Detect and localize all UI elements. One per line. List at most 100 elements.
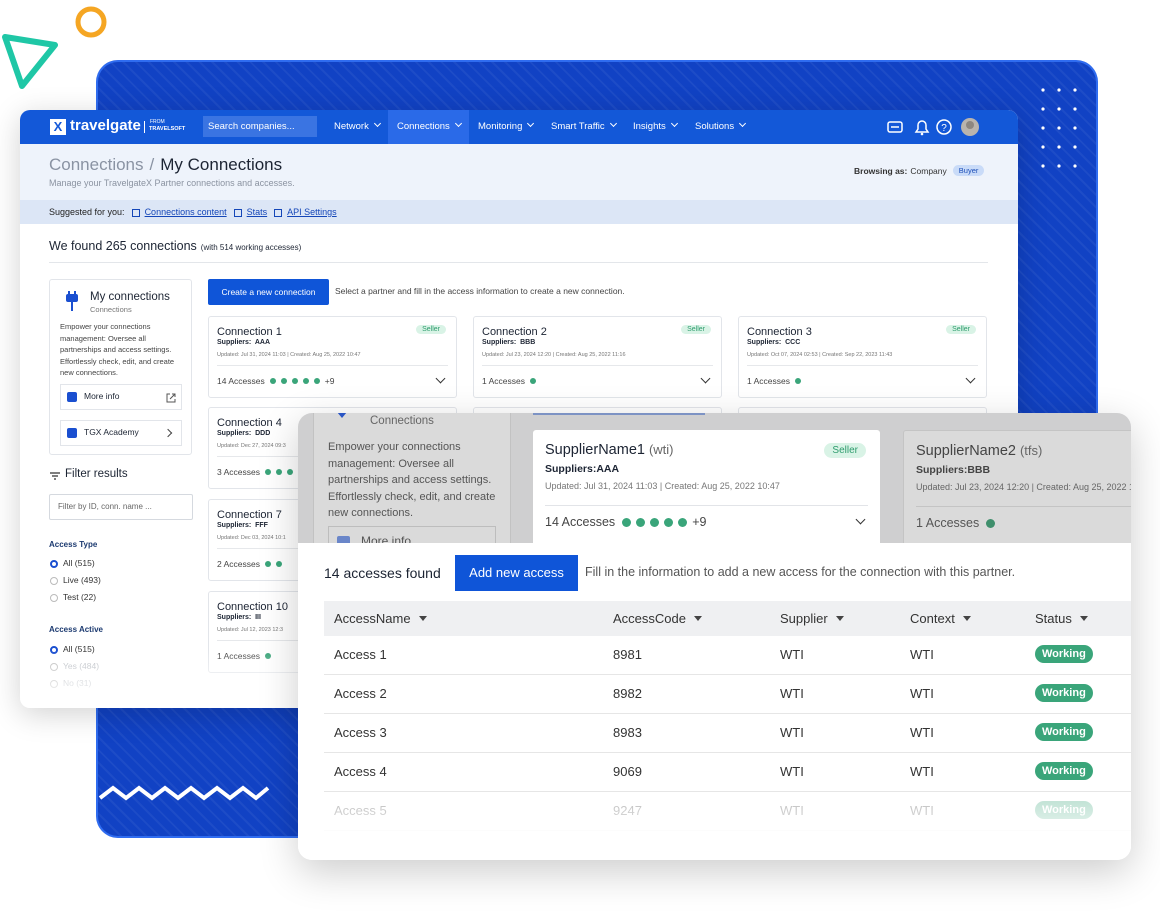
access-dot (650, 517, 660, 527)
connection-dates: Updated: Jul 23, 2024 12:20 | Created: A… (482, 352, 626, 358)
access-table: AccessName AccessCode Supplier Context Statu… (324, 601, 1131, 860)
suggested-link[interactable]: API Settings (287, 207, 337, 217)
access-dot (530, 378, 536, 384)
icon-part (887, 121, 903, 133)
accesses-count: 14 Accesses (545, 515, 616, 529)
column-header[interactable]: AccessCode (613, 601, 702, 636)
icon-part: ? (941, 123, 947, 134)
chevron[interactable] (965, 373, 976, 384)
connection-dates: Updated: Oct 07, 2024 02:53 | Created: S… (747, 352, 893, 358)
supplier-dates: Updated: Jul 31, 2024 11:03 | Created: A… (545, 481, 780, 491)
supplier-card[interactable]: SupplierName2 (tfs) Suppliers:BBB Updated: … (903, 430, 1131, 543)
icon-part (1041, 88, 1045, 92)
connection-suppliers: Suppliers: DDD (217, 430, 271, 437)
link-icon (67, 392, 77, 402)
column-header[interactable]: Status (1035, 601, 1088, 636)
breadcrumb-parent[interactable]: Connections (49, 155, 144, 174)
page-header: Connections / My Connections Manage your Tr… (20, 144, 1018, 200)
access-dot (280, 378, 287, 384)
table-header (324, 601, 1131, 636)
radio-label[interactable]: Live (493) (63, 575, 101, 585)
connection-dates: Updated: Dec 27, 2024 09:3 (217, 443, 286, 449)
icon-part (1073, 88, 1077, 92)
table-cell: WTI (910, 764, 934, 779)
column-header[interactable]: AccessName (334, 601, 427, 636)
nav-item[interactable]: Monitoring (478, 110, 533, 144)
icon-part (337, 413, 347, 418)
table-cell: WTI (910, 647, 934, 662)
connection-card[interactable]: Connection 2 Seller Suppliers: BBB Updated:… (473, 316, 722, 398)
column-header[interactable]: Context (910, 601, 971, 636)
radio[interactable] (50, 577, 58, 585)
icon-part (1057, 145, 1061, 149)
table-cell: 8982 (613, 686, 642, 701)
icon-part (1057, 107, 1061, 111)
sidebar-link[interactable]: TGX Academy (60, 420, 182, 446)
sidebar-card: My connections Connections Empower your co… (49, 279, 192, 455)
radio-label[interactable]: Test (22) (63, 592, 97, 602)
supplier-name: SupplierName2 (tfs) (916, 443, 1042, 459)
summary-detail: (with 514 working accesses) (200, 243, 302, 252)
accesses-count: 1 Accesses (916, 516, 980, 530)
connection-name: Connection 4 (217, 417, 282, 429)
icon-part (1041, 126, 1045, 130)
connection-accesses: 3 Accesses (217, 467, 295, 477)
suggested-link[interactable]: Connections content (144, 207, 227, 217)
filter-input[interactable]: Filter by ID, conn. name ... (49, 494, 193, 520)
sidebar-link[interactable]: More info (60, 384, 182, 410)
nav-item[interactable]: Connections (397, 110, 461, 144)
chevron (163, 428, 173, 438)
create-button[interactable]: Create a new connection (208, 279, 329, 305)
breadcrumb: Connections / My Connections (49, 155, 282, 175)
zoomed-link[interactable]: More info (328, 526, 496, 543)
table-cell: Access 3 (334, 725, 387, 740)
connection-name: Connection 7 (217, 509, 282, 521)
nav-item[interactable]: Smart Traffic (551, 110, 616, 144)
supplier-card[interactable]: SupplierName1 (wti) Seller Suppliers:AAA Upd… (533, 430, 880, 543)
icon-part (1057, 126, 1061, 130)
card-divider (482, 365, 713, 366)
icon-part (50, 472, 60, 480)
supplier-name: SupplierName1 (wti) (545, 442, 674, 458)
chevron[interactable] (435, 373, 446, 384)
search-input[interactable]: Search companies... (203, 116, 317, 137)
icon-part (50, 472, 60, 480)
filter-title: Filter results (65, 468, 128, 480)
connection-dates: Updated: Jul 12, 2023 12:3 (217, 627, 284, 633)
add-access-button[interactable]: Add new access (455, 555, 578, 591)
radio[interactable] (50, 594, 58, 602)
icon-part (1057, 164, 1061, 168)
radio[interactable] (50, 560, 58, 568)
radio-label[interactable]: All (515) (63, 644, 95, 654)
nav-item[interactable]: Solutions (695, 110, 745, 144)
icon-part (936, 119, 952, 135)
table-row[interactable]: Access 2 8982 WTI WTI Working (324, 675, 1131, 714)
access-dot (678, 517, 688, 527)
connection-card[interactable]: Connection 1 Seller Suppliers: AAA Updated:… (208, 316, 457, 398)
logo-mark: X (50, 119, 66, 135)
suggested-link[interactable]: Stats (246, 207, 268, 217)
connection-card[interactable]: Connection 3 Seller Suppliers: CCC Updated:… (738, 316, 987, 398)
icon-part (1073, 126, 1077, 130)
link-text: TGX Academy (84, 427, 139, 437)
connection-dates: Updated: Jul 31, 2024 11:03 | Created: A… (217, 352, 361, 358)
connection-accesses: 1 Accesses (482, 376, 538, 386)
table-row[interactable]: Access 1 8981 WTI WTI Working (324, 636, 1131, 675)
sidebar-description: Empower your connections management: Ove… (60, 322, 175, 377)
zoomed-button (533, 413, 705, 415)
browsing-value: Company (910, 165, 947, 176)
nav-item[interactable]: Insights (633, 110, 677, 144)
chevron[interactable] (855, 514, 866, 525)
nav-item[interactable]: Network (334, 110, 380, 144)
column-header[interactable]: Supplier (780, 601, 844, 636)
detail-window: Connections Empower your connections mana… (298, 413, 1131, 860)
radio-label[interactable]: All (515) (63, 558, 95, 568)
table-row[interactable]: Access 4 9069 WTI WTI Working (324, 753, 1131, 792)
connection-accesses: 2 Accesses (217, 559, 284, 569)
chevron[interactable] (700, 373, 711, 384)
table-row[interactable]: Access 3 8983 WTI WTI Working (324, 714, 1131, 753)
suggested-bar: Suggested for you: Connections content Sta… (20, 200, 1018, 224)
access-dot (795, 378, 801, 384)
access-dot (664, 517, 674, 527)
status-badge: Working (1035, 645, 1093, 663)
